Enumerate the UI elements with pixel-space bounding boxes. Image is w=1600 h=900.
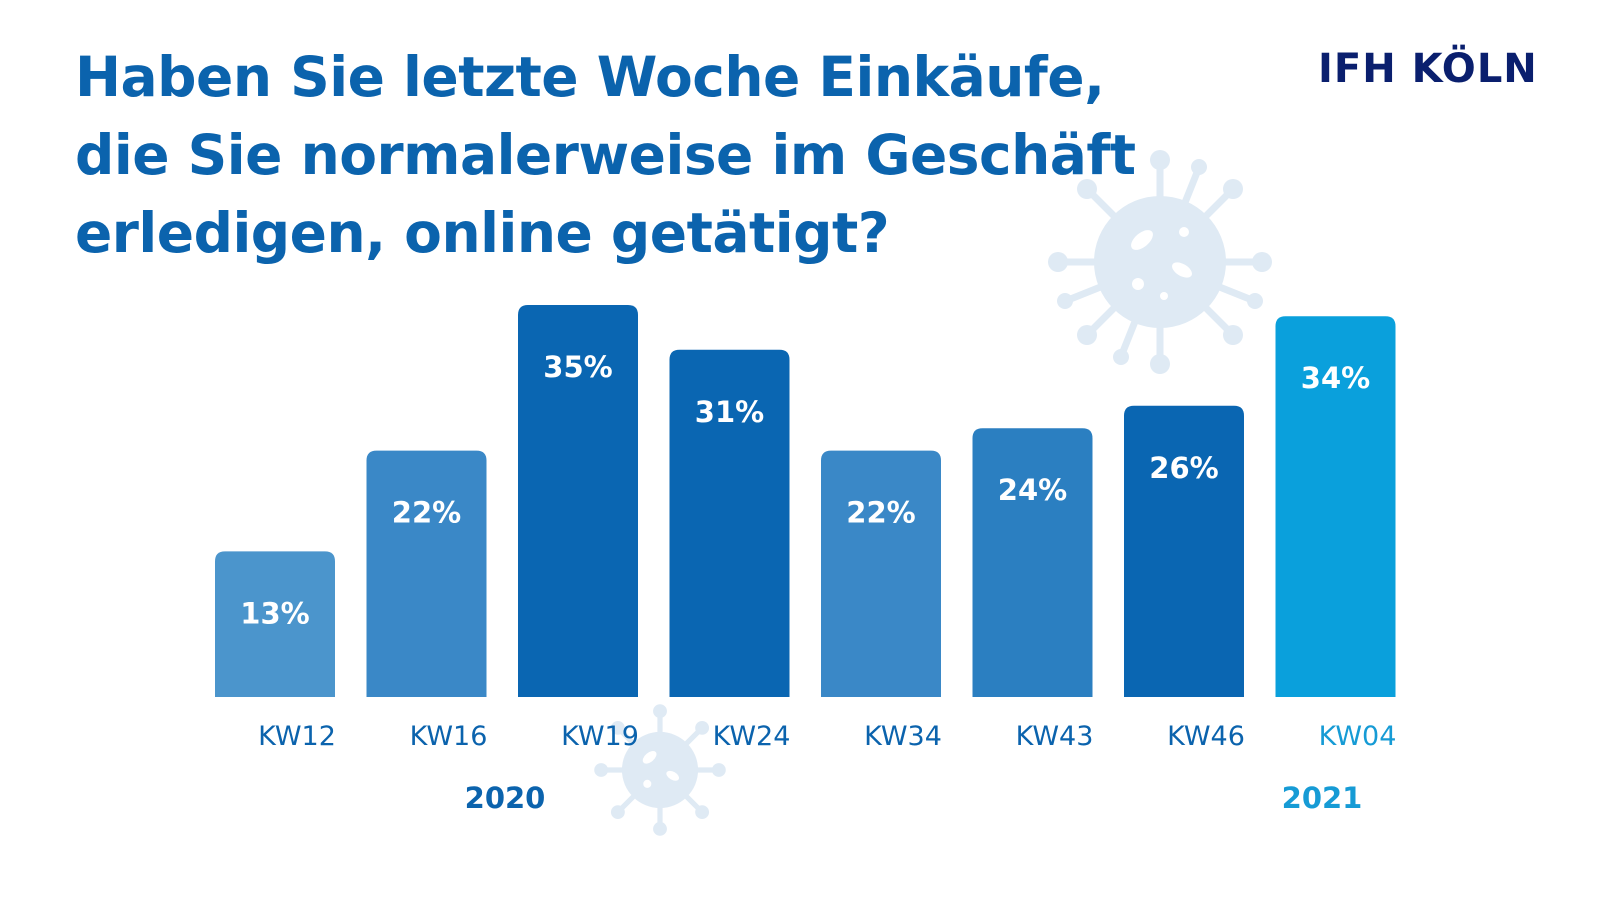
virus-icon (1048, 150, 1272, 374)
bar (1124, 405, 1244, 697)
chart-title: Haben Sie letzte Woche Einkäufe, die Sie… (75, 38, 1195, 272)
title-line: die Sie normalerweise im Geschäft (75, 123, 1136, 187)
bar (972, 428, 1093, 697)
ifh-koeln-logo: IFH KÖLN (1318, 46, 1538, 92)
category-label: KW16 (410, 721, 488, 752)
category-label: KW43 (1016, 721, 1094, 752)
title-line: Haben Sie letzte Woche Einkäufe, (75, 45, 1105, 109)
category-label: KW46 (1167, 721, 1245, 752)
title-line: erledigen, online getätigt? (75, 201, 890, 265)
bar (366, 450, 487, 697)
bar (821, 450, 941, 697)
value-label: 26% (1149, 451, 1218, 485)
category-label: KW19 (561, 721, 639, 752)
virus-icon (594, 704, 726, 836)
value-label: 34% (1301, 361, 1370, 395)
category-label: KW34 (864, 721, 942, 752)
value-label: 24% (998, 473, 1067, 507)
bar (1275, 316, 1396, 697)
bar (518, 305, 638, 697)
value-label: 22% (392, 496, 461, 530)
value-label: 13% (240, 596, 309, 630)
category-label: KW12 (258, 721, 336, 752)
value-label: 31% (695, 395, 764, 429)
year-group-label: 2020 (465, 781, 546, 815)
bar (215, 551, 335, 697)
category-label: KW04 (1319, 721, 1397, 752)
value-label: 35% (543, 350, 612, 384)
value-label: 22% (846, 496, 915, 530)
bar (669, 349, 790, 697)
year-group-label: 2021 (1282, 781, 1363, 815)
category-label: KW24 (713, 721, 791, 752)
